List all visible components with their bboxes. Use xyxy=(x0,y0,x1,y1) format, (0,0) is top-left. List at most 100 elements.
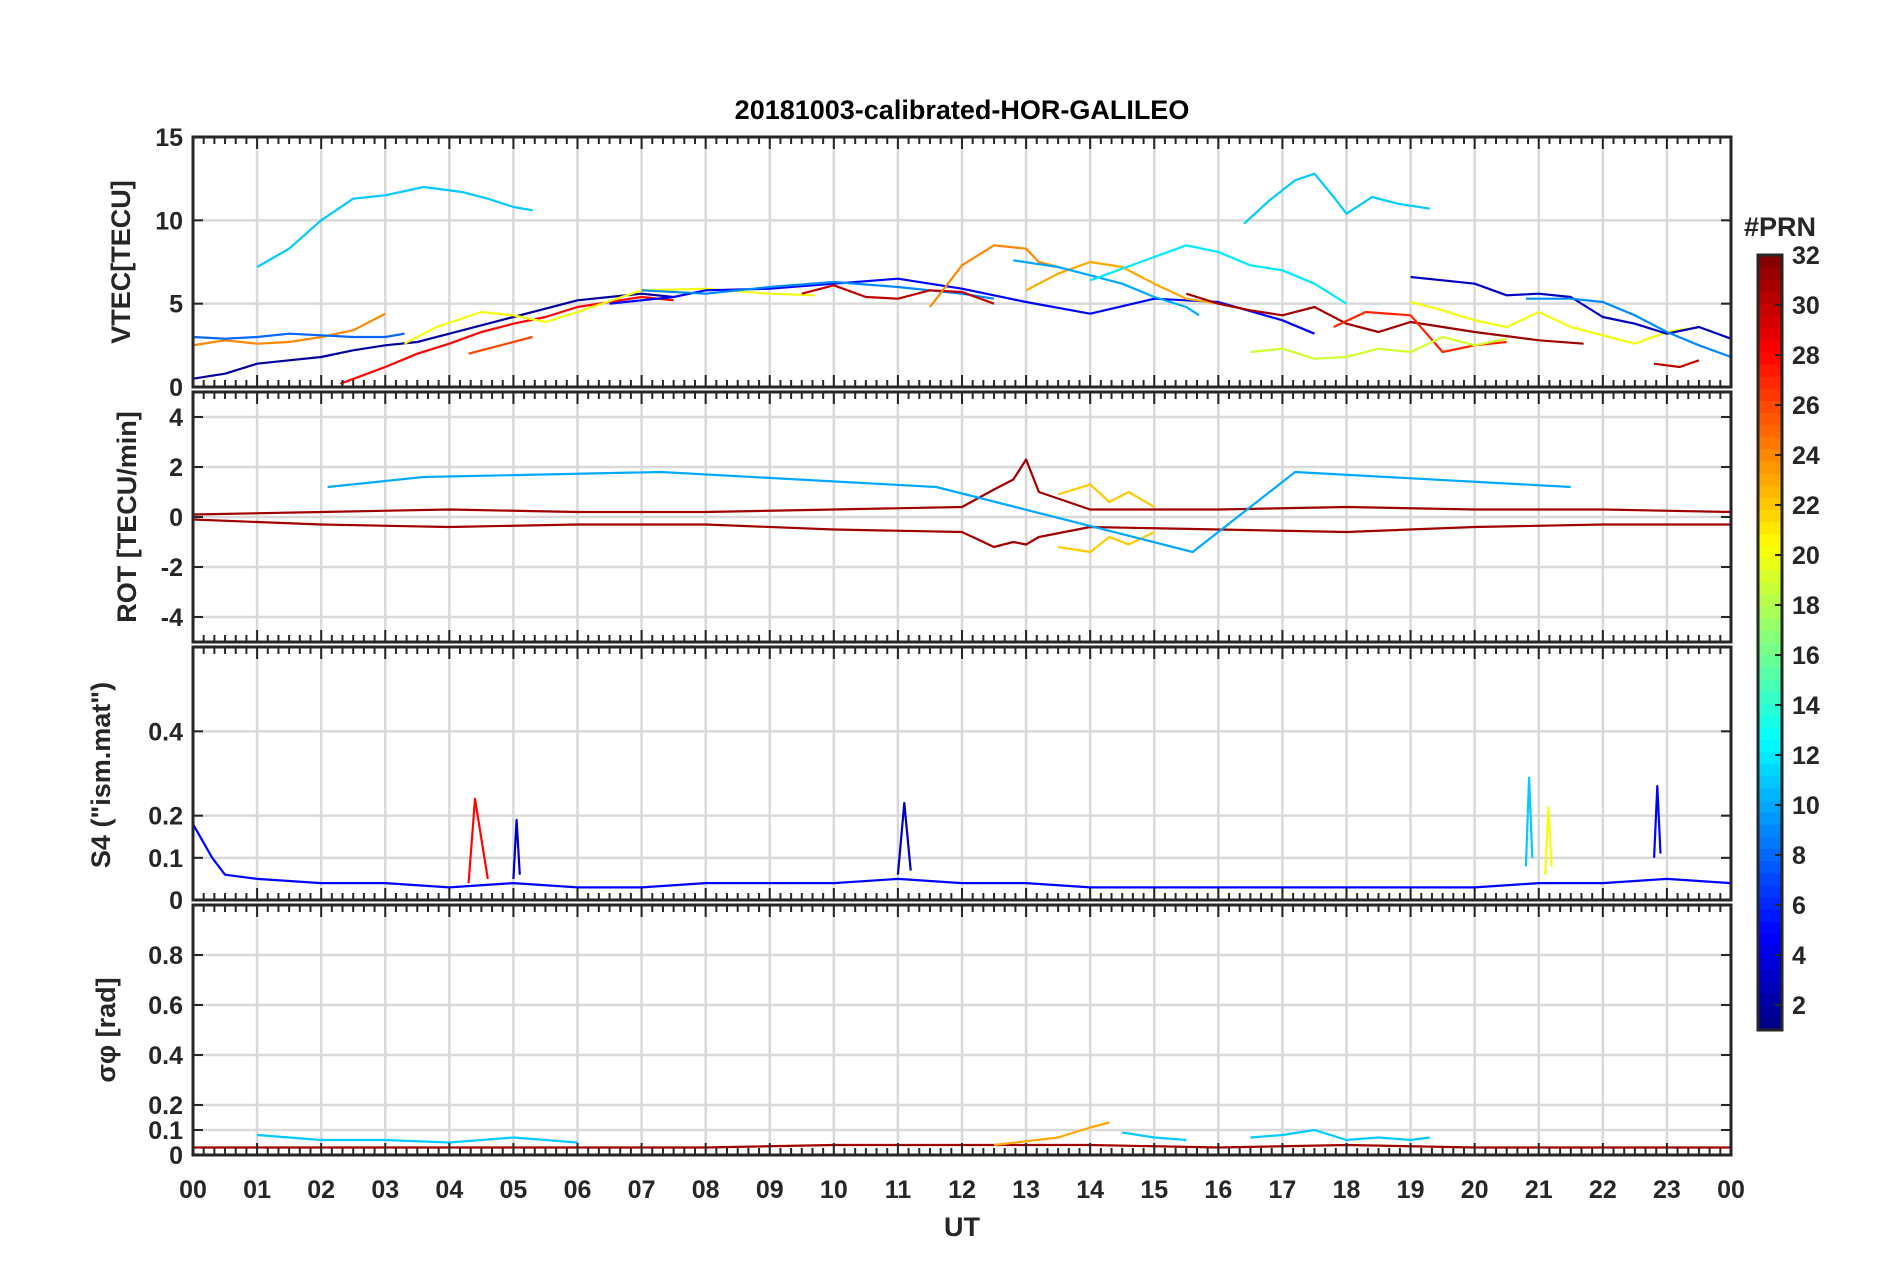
y-tick-label: 0.4 xyxy=(148,1042,183,1070)
x-tick-label: 15 xyxy=(1140,1176,1168,1204)
colorbar-segment xyxy=(1758,448,1782,462)
colorbar-tick-label: 2 xyxy=(1792,992,1806,1020)
colorbar-segment xyxy=(1758,715,1782,728)
colorbar-segment xyxy=(1758,630,1782,644)
series-rot xyxy=(193,458,1731,554)
x-tick-label: 12 xyxy=(948,1176,976,1204)
colorbar-segment xyxy=(1758,581,1782,595)
colorbar-segment xyxy=(1758,666,1782,680)
series-line-prn-31 xyxy=(193,458,1731,516)
colorbar-segment xyxy=(1758,424,1782,438)
y-tick-label: 2 xyxy=(169,454,183,482)
colorbar-segment xyxy=(1758,848,1782,862)
x-tick-label: 00 xyxy=(179,1176,207,1204)
colorbar-tick-label: 18 xyxy=(1792,592,1820,620)
x-tick-label: 19 xyxy=(1397,1176,1425,1204)
colorbar-tick-label: 4 xyxy=(1792,942,1806,970)
colorbar-segment xyxy=(1758,678,1782,692)
colorbar-segment xyxy=(1758,933,1782,946)
colorbar-segment xyxy=(1758,642,1782,656)
x-axis-label: UT xyxy=(944,1212,980,1242)
y-tick-label: 0.4 xyxy=(148,718,183,746)
colorbar-segment xyxy=(1758,1005,1782,1019)
colorbar-tick-label: 10 xyxy=(1792,792,1820,820)
series-line-prn-10 xyxy=(1013,259,1200,317)
series-vtec xyxy=(193,172,1731,385)
colorbar-segment xyxy=(1758,545,1782,559)
colorbar-segment xyxy=(1758,993,1782,1007)
series-line-prn-3 xyxy=(896,801,912,875)
y-tick-label: 0.1 xyxy=(148,845,183,873)
series-line-prn-19 xyxy=(1250,335,1507,360)
colorbar-tick-label: 12 xyxy=(1792,742,1820,770)
ylabel-sigma-phi: σφ [rad] xyxy=(91,977,121,1082)
ylabel-s4: S4 ("ism.mat") xyxy=(86,682,116,868)
colorbar-segment xyxy=(1758,400,1782,414)
colorbar-segment xyxy=(1758,896,1782,910)
ylabel-vtec: VTEC[TECU] xyxy=(106,180,136,344)
x-tick-label: 21 xyxy=(1525,1176,1553,1204)
series-line-prn-30 xyxy=(801,284,995,305)
colorbar-segment xyxy=(1758,860,1782,874)
colorbar-segment xyxy=(1758,921,1782,934)
x-tick-label: 18 xyxy=(1333,1176,1361,1204)
colorbar-segment xyxy=(1758,775,1782,789)
series-line-prn-26 xyxy=(468,335,533,355)
colorbar-segment xyxy=(1758,412,1782,426)
x-tick-label: 03 xyxy=(371,1176,399,1204)
colorbar-frame xyxy=(1756,253,1784,1032)
y-tick-label: 0 xyxy=(169,1142,183,1170)
colorbar-tick-label: 16 xyxy=(1792,642,1820,670)
x-tick-label: 09 xyxy=(756,1176,784,1204)
series-line-prn-22 xyxy=(1057,531,1155,554)
y-tick-label: 0 xyxy=(169,374,183,402)
y-tick-label: 0 xyxy=(169,887,183,915)
x-tick-label: 20 xyxy=(1461,1176,1489,1204)
series-line-prn-9 xyxy=(1525,297,1731,359)
series-line-prn-9 xyxy=(641,280,995,300)
panel-vtec: 0 5 10 15 VTEC[TECU] xyxy=(106,124,1733,402)
chart-title: 20181003-calibrated-HOR-GALILEO xyxy=(735,95,1190,125)
axis-vtec: 0 5 10 15 xyxy=(155,124,1733,402)
series-line-prn-23 xyxy=(1025,260,1219,305)
colorbar-tick-label: 24 xyxy=(1792,442,1820,470)
axis-sigma-phi: 00.10.2 0.4 0.6 0.8 xyxy=(148,903,1733,1170)
series-line-prn-2 xyxy=(193,292,674,380)
y-tick-label: 15 xyxy=(155,124,183,152)
colorbar-segment xyxy=(1758,255,1782,268)
series-line-prn-11 xyxy=(256,185,533,268)
colorbar-segment xyxy=(1758,812,1782,825)
colorbar-segment xyxy=(1758,460,1782,474)
y-tick-label: 0.1 xyxy=(148,1117,183,1145)
colorbar-segment xyxy=(1758,654,1782,668)
series-line-prn-22 xyxy=(1057,483,1155,508)
y-tick-label: 5 xyxy=(169,291,183,319)
colorbar-segment xyxy=(1758,327,1782,341)
y-tick-label: 0 xyxy=(169,504,183,532)
colorbar-segment xyxy=(1758,787,1782,801)
x-tick-label: 04 xyxy=(435,1176,463,1204)
x-tick-label: 00 xyxy=(1717,1176,1745,1204)
colorbar-segment xyxy=(1758,884,1782,898)
series-line-prn-11 xyxy=(1243,172,1430,225)
series-s4 xyxy=(193,776,1731,889)
series-line-prn-5 xyxy=(193,823,1731,889)
colorbar-segment xyxy=(1758,533,1782,547)
panel-s4: 0 0.1 0.2 0.4 S4 ("ism.mat") xyxy=(86,645,1733,915)
series-line-prn-8 xyxy=(193,332,405,340)
colorbar-segment xyxy=(1758,727,1782,740)
y-tick-label: 0.2 xyxy=(148,803,183,831)
colorbar-title: #PRN xyxy=(1744,212,1816,242)
colorbar-segment xyxy=(1758,388,1782,401)
colorbar-tick-label: 30 xyxy=(1792,292,1820,320)
series-line-prn-24 xyxy=(929,244,1059,308)
series-line-prn-12 xyxy=(1089,244,1348,305)
series-line-prn-28 xyxy=(467,797,489,884)
colorbar-segment xyxy=(1758,957,1782,971)
colorbar-segment xyxy=(1758,557,1782,571)
series-line-prn-31 xyxy=(1185,292,1584,345)
colorbar-segment xyxy=(1758,872,1782,886)
y-tick-label: -2 xyxy=(161,554,183,582)
colorbar-tick-label: 32 xyxy=(1792,242,1820,270)
